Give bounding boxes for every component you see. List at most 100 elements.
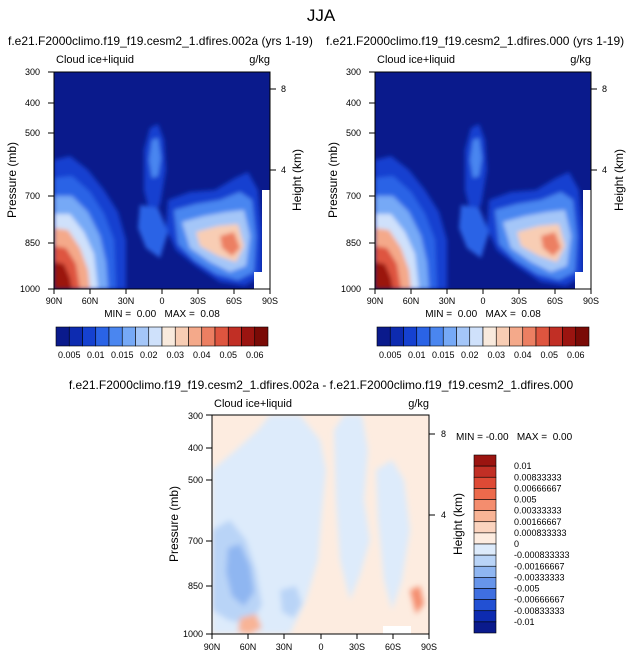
panel-diff-subtitle-left: Cloud ice+liquid bbox=[214, 398, 292, 410]
x-tick-label: 0 bbox=[480, 296, 485, 306]
colorbar-label: 0.05 bbox=[540, 350, 558, 360]
panel-right-y-axis-label: Pressure (mb) bbox=[326, 142, 340, 218]
colorbar-swatch bbox=[254, 326, 269, 347]
y-tick-label: 700 bbox=[25, 191, 40, 201]
colorbar-swatch bbox=[389, 326, 404, 347]
y-tick-label: 300 bbox=[25, 67, 40, 77]
colorbar-label: -0.00666667 bbox=[514, 595, 565, 605]
colorbar-label: 0.00666667 bbox=[514, 483, 562, 493]
y-tick-label: 300 bbox=[346, 67, 361, 77]
x-tick-label: 30S bbox=[511, 296, 527, 306]
panel-left-plot-field bbox=[54, 72, 270, 289]
y-tick-label: 850 bbox=[25, 238, 40, 248]
colorbar-swatch bbox=[201, 326, 216, 347]
colorbar-label: 0.03 bbox=[487, 350, 505, 360]
colorbar-label: -0.00166667 bbox=[514, 561, 565, 571]
x-tick-label: 30N bbox=[276, 642, 293, 652]
colorbar-label: 0.000833333 bbox=[514, 528, 567, 538]
x-tick-label: 0 bbox=[159, 296, 164, 306]
y2-tick-label: 8 bbox=[441, 429, 446, 439]
panel-right-y2-ticks: 8 4 bbox=[591, 84, 607, 175]
y-tick-label: 700 bbox=[188, 536, 203, 546]
y-tick-label: 300 bbox=[188, 411, 203, 421]
negative-anomaly-region bbox=[376, 460, 410, 610]
colorbar-swatch bbox=[509, 326, 524, 347]
colorbar-label: 0.005 bbox=[514, 495, 537, 505]
x-tick-label: 30S bbox=[349, 642, 365, 652]
y-tick-label: 400 bbox=[346, 98, 361, 108]
y2-tick-label: 8 bbox=[281, 84, 286, 94]
panel-diff-plot-field bbox=[212, 415, 429, 634]
colorbar-swatch bbox=[473, 476, 497, 489]
y-tick-label: 400 bbox=[188, 443, 203, 453]
panel-right-colorbar: 0.005 0.01 0.015 0.02 0.03 0.04 0.05 0.06 bbox=[376, 326, 590, 360]
panel-left-subtitle-left: Cloud ice+liquid bbox=[56, 54, 134, 66]
colorbar-swatch bbox=[442, 326, 457, 347]
colorbar-swatch bbox=[188, 326, 203, 347]
colorbar-swatch bbox=[482, 326, 497, 347]
colorbar-swatch bbox=[403, 326, 418, 347]
panel-right-title: f.e21.F2000climo.f19_f19.cesm2_1.dfires.… bbox=[326, 34, 624, 48]
colorbar-label: 0 bbox=[514, 539, 519, 549]
colorbar-label: -0.00833333 bbox=[514, 606, 565, 616]
colorbar-label: 0.04 bbox=[193, 350, 211, 360]
panel-right-plot-field bbox=[375, 72, 591, 289]
y-tick-label: 500 bbox=[188, 475, 203, 485]
panel-right-subtitle-right: g/kg bbox=[570, 54, 591, 66]
y-tick-label: 1000 bbox=[20, 284, 40, 294]
colorbar-label: 0.00333333 bbox=[514, 506, 562, 516]
colorbar-swatch bbox=[473, 488, 497, 500]
positive-anomaly-region bbox=[238, 614, 262, 634]
missing-data-mask bbox=[583, 190, 591, 289]
panel-diff-subtitle-right: g/kg bbox=[408, 398, 429, 410]
colorbar-swatch bbox=[108, 326, 123, 347]
x-tick-label: 90N bbox=[367, 296, 384, 306]
colorbar-swatch bbox=[227, 326, 242, 347]
y-tick-label: 400 bbox=[25, 98, 40, 108]
panel-left-y2-axis-label: Height (km) bbox=[290, 149, 304, 211]
colorbar-swatch bbox=[548, 326, 563, 347]
panel-right: f.e21.F2000climo.f19_f19.cesm2_1.dfires.… bbox=[326, 34, 626, 360]
colorbar-label: 0.00166667 bbox=[514, 517, 562, 527]
colorbar-swatch bbox=[55, 326, 70, 347]
colorbar-swatch bbox=[473, 454, 497, 467]
x-tick-label: 90N bbox=[46, 296, 63, 306]
colorbar-swatch bbox=[456, 326, 471, 347]
x-tick-label: 90S bbox=[583, 296, 599, 306]
panel-right-min-max: MIN = 0.00 MAX = 0.08 bbox=[425, 309, 541, 320]
colorbar-swatch bbox=[148, 326, 163, 347]
colorbar-swatch bbox=[522, 326, 537, 347]
eq-convection-inner bbox=[149, 138, 161, 178]
panel-left-y2-ticks: 8 4 bbox=[270, 84, 286, 175]
missing-data-mask bbox=[383, 626, 411, 634]
colorbar-swatch bbox=[495, 326, 510, 347]
figure-title: JJA bbox=[307, 6, 336, 25]
x-tick-label: 60S bbox=[226, 296, 242, 306]
colorbar-label: -0.005 bbox=[514, 584, 540, 594]
x-tick-label: 90S bbox=[421, 642, 437, 652]
colorbar-swatch bbox=[473, 621, 497, 634]
y2-tick-label: 4 bbox=[441, 510, 446, 520]
colorbar-label: 0.05 bbox=[219, 350, 237, 360]
colorbar-swatch bbox=[376, 326, 391, 347]
eq-low-cloud bbox=[459, 205, 489, 258]
negative-anomaly-region bbox=[226, 544, 254, 606]
panel-diff-title: f.e21.F2000climo.f19_f19.cesm2_1.dfires.… bbox=[69, 378, 574, 392]
colorbar-swatch bbox=[473, 565, 497, 578]
x-tick-label: 60S bbox=[385, 642, 401, 652]
colorbar-swatch bbox=[473, 599, 497, 612]
colorbar-swatch bbox=[135, 326, 150, 347]
colorbar-swatch bbox=[473, 499, 497, 511]
panel-diff-y2-axis-label: Height (km) bbox=[451, 493, 465, 555]
colorbar-swatch bbox=[161, 326, 176, 347]
panel-right-x-ticks: 90N 60N 30N 0 30S 60S 90S bbox=[367, 289, 599, 306]
colorbar-swatch bbox=[469, 326, 484, 347]
panel-diff-colorbar: 0.010.008333330.006666670.0050.003333330… bbox=[473, 454, 570, 634]
sh-cloud-band-core bbox=[541, 232, 561, 256]
panel-diff-x-ticks: 90N 60N 30N 0 30S 60S 90S bbox=[204, 634, 437, 652]
colorbar-label: 0.06 bbox=[246, 350, 264, 360]
negative-anomaly-region bbox=[334, 415, 370, 600]
colorbar-swatch bbox=[473, 510, 497, 523]
y-tick-label: 1000 bbox=[183, 629, 203, 639]
y-tick-label: 850 bbox=[346, 238, 361, 248]
